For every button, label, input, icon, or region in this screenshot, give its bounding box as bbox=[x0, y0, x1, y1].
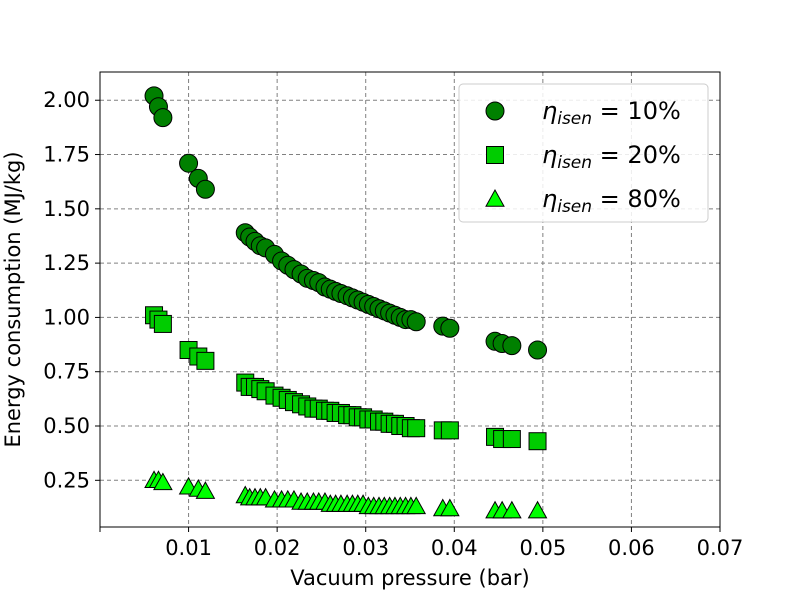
data-point-circle bbox=[502, 336, 522, 356]
legend-label: ηisen = 10% bbox=[542, 97, 681, 129]
legend-label: ηisen = 20% bbox=[542, 141, 681, 173]
data-point-circle bbox=[179, 153, 199, 173]
data-point-triangle bbox=[440, 498, 460, 517]
legend-subscript: isen bbox=[557, 153, 592, 173]
x-tick-label: 0.04 bbox=[431, 536, 478, 560]
data-point-circle bbox=[528, 340, 548, 360]
data-point-square bbox=[196, 351, 215, 370]
data-point-circle bbox=[195, 179, 215, 199]
legend-label: ηisen = 80% bbox=[542, 185, 681, 217]
x-tick-label: 0.07 bbox=[697, 536, 744, 560]
plot-frame bbox=[99, 71, 721, 528]
x-axis-title: Vacuum pressure (bar) bbox=[290, 566, 530, 590]
legend-subscript: isen bbox=[557, 109, 592, 129]
data-point-triangle bbox=[195, 481, 216, 499]
data-point-triangle bbox=[406, 496, 427, 515]
legend-symbol: η bbox=[542, 185, 557, 213]
y-tick-label: 1.00 bbox=[43, 305, 90, 329]
data-point-triangle bbox=[527, 500, 548, 519]
y-tick-label: 1.25 bbox=[43, 251, 90, 275]
legend-value: 80% bbox=[627, 185, 680, 213]
legend-value: 10% bbox=[627, 97, 680, 125]
x-tick-label: 0.05 bbox=[519, 536, 566, 560]
legend-symbol: η bbox=[542, 141, 557, 169]
data-point-circle bbox=[153, 108, 173, 128]
y-axis-title: Energy consumption (MJ/kg) bbox=[1, 151, 25, 447]
data-points bbox=[144, 86, 548, 519]
axis-ticks: 0.01 0.02 0.03 0.04 0.05 0.06 0.07 0.25 0.50 0.75… bbox=[43, 88, 743, 560]
y-tick-label: 1.75 bbox=[43, 143, 90, 167]
data-point-triangle bbox=[153, 472, 173, 491]
x-tick-label: 0.01 bbox=[165, 536, 212, 560]
legend-equals: = bbox=[592, 141, 627, 169]
series-square-points bbox=[145, 306, 547, 451]
data-point-circle bbox=[406, 312, 426, 332]
y-tick-label: 2.00 bbox=[43, 88, 90, 112]
data-point-triangle bbox=[502, 500, 522, 519]
data-point-square bbox=[502, 430, 521, 449]
y-tick-label: 1.50 bbox=[43, 197, 90, 221]
x-tick-label: 0.02 bbox=[254, 536, 301, 560]
data-point-circle bbox=[440, 318, 460, 338]
legend-equals: = bbox=[592, 97, 627, 125]
y-tick-label: 0.25 bbox=[43, 468, 90, 492]
y-tick-label: 0.75 bbox=[43, 360, 90, 384]
legend-marker-circle bbox=[485, 101, 505, 121]
legend-subscript: isen bbox=[557, 197, 592, 217]
series-triangle-points bbox=[144, 470, 548, 519]
legend-box bbox=[458, 83, 709, 223]
x-tick-label: 0.06 bbox=[608, 536, 655, 560]
data-point-square bbox=[153, 314, 172, 333]
y-tick-label: 0.50 bbox=[43, 414, 90, 438]
legend-marker-triangle bbox=[485, 188, 505, 207]
data-point-square bbox=[528, 432, 547, 451]
legend-value: 20% bbox=[627, 141, 680, 169]
x-tick-label: 0.03 bbox=[342, 536, 389, 560]
legend-symbol: η bbox=[542, 97, 557, 125]
series-circle-points bbox=[144, 86, 548, 360]
legend-marker-square bbox=[486, 146, 504, 164]
legend: ηisen = 10%ηisen = 20%ηisen = 80% bbox=[458, 83, 709, 223]
data-point-square bbox=[407, 419, 426, 438]
legend-equals: = bbox=[592, 185, 627, 213]
data-point-square bbox=[440, 421, 459, 440]
